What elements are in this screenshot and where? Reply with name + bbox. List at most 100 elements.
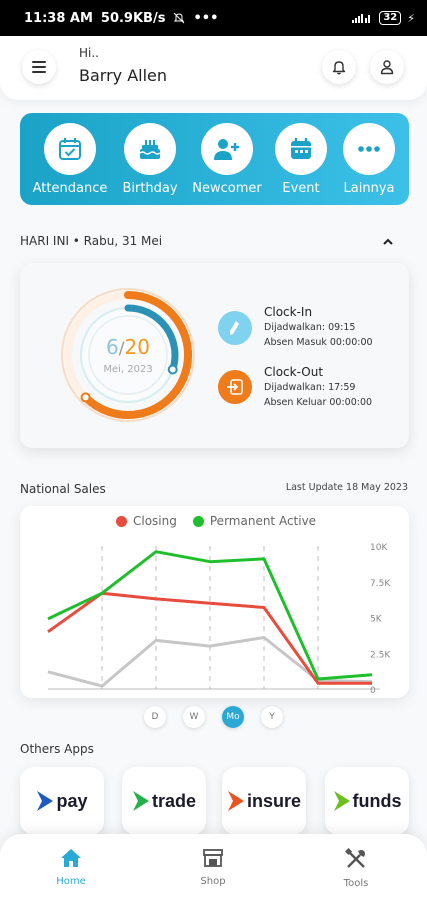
home-icon [61,849,81,867]
quick-menu-label: Birthday [122,181,178,196]
quick-menu: Attendance Birthday Newcomer Event Lainn… [20,113,409,205]
quick-menu-label: Newcomer [192,181,262,196]
trade-logo-icon [132,791,149,811]
attendance-icon-wrap [44,123,96,175]
status-speed: 50.9KB/s [100,10,166,26]
attendance-progress-arc [124,304,179,373]
pay-logo-icon [37,791,54,811]
attendance-total-arc [81,291,193,419]
attendance-month: Mei, 2023 [103,364,153,375]
profile-button[interactable] [370,50,404,84]
more-icon [358,146,380,152]
quick-menu-lainnya[interactable]: Lainnya [331,123,407,196]
status-time: 11:38 AM [24,10,93,26]
greeting-text: Hi.. [79,46,99,60]
sales-chart-card: 10K 7.5K 5K 2.5K 0 Closing Permanent Active [20,506,409,698]
quick-menu-label: Event [282,181,320,196]
nav-shop[interactable]: Shop [173,848,253,887]
y-tick-label: 10K [370,543,388,553]
app-pay[interactable]: pay [20,767,104,835]
app-insure[interactable]: insure [222,767,306,835]
range-year-button[interactable]: Y [261,706,283,728]
nav-home[interactable]: Home [31,848,111,887]
attendance-total: 20 [124,335,150,359]
signal-icon [352,14,371,23]
y-tick-label: 2.5K [370,650,391,660]
clock-out-button[interactable] [218,370,252,404]
quick-menu-birthday[interactable]: Birthday [112,123,188,196]
calendar-icon [291,138,311,159]
clock-in-icon [230,321,239,335]
range-selector: D W Mo Y [144,706,283,728]
nav-label: Shop [200,876,226,887]
tools-icon [344,847,365,868]
lainnya-icon-wrap [343,123,395,175]
chevron-up-icon[interactable] [380,234,396,250]
clock-in-title: Clock-In [264,305,313,319]
attendance-card: 6/20 Mei, 2023 Clock-In Dijadwalkan: 09:… [20,263,409,448]
legend-label: Permanent Active [209,514,317,528]
logout-icon [227,379,243,395]
charging-icon: ⚡ [407,11,415,25]
funds-logo-icon [333,791,350,811]
sales-chart: 10K 7.5K 5K 2.5K 0 [47,543,391,696]
quick-menu-event[interactable]: Event [263,123,339,196]
shop-icon [203,849,223,867]
quick-menu-label: Attendance [32,181,108,196]
bell-icon [332,61,346,75]
birthday-icon-wrap [124,123,176,175]
quick-menu-attendance[interactable]: Attendance [32,123,108,196]
clock-out-actual: Absen Keluar 00:00:00 [264,397,373,408]
event-icon-wrap [275,123,327,175]
app-name: pay [56,790,88,811]
attendance-present: 6 [106,335,119,359]
user-name: Barry Allen [79,66,168,85]
legend-dot-permanent-active [192,515,204,527]
legend-closing[interactable]: Closing [116,514,177,528]
user-icon [380,60,394,75]
legend-label: Closing [133,514,177,528]
insure-logo-icon [227,791,244,811]
clock-in-scheduled: Dijadwalkan: 09:15 [264,322,356,333]
app-funds[interactable]: funds [325,767,409,835]
nav-label: Tools [343,878,369,889]
clock-in-button[interactable] [218,311,252,345]
app-trade[interactable]: trade [122,767,206,835]
app-name: trade [151,790,196,811]
app-name: funds [352,790,402,811]
bottom-navigation: Home Shop Tools [0,834,427,900]
quick-menu-label: Lainnya [343,181,395,196]
legend-permanent-active[interactable]: Permanent Active [192,514,317,528]
add-user-icon [214,139,239,160]
y-tick-label: 7.5K [370,579,391,589]
others-apps-title: Others Apps [20,742,94,756]
series-line-permanent-active [47,550,373,681]
range-month-button[interactable]: Mo [222,706,244,728]
clock-out-title: Clock-Out [264,365,324,379]
clock-out-scheduled: Dijadwalkan: 17:59 [264,382,356,393]
app-header: Hi.. Barry Allen [0,36,427,100]
range-day-button[interactable]: D [144,706,166,728]
nav-tools[interactable]: Tools [316,847,396,889]
hamburger-icon [32,61,46,73]
more-dots-icon: ••• [193,10,219,26]
range-week-button[interactable]: W [183,706,205,728]
quick-menu-newcomer[interactable]: Newcomer [189,123,265,196]
app-name: insure [246,790,302,811]
nav-label: Home [56,876,86,887]
y-tick-label: 0 [370,686,376,696]
cake-icon [139,140,161,159]
today-label: HARI INI • Rabu, 31 Mei [20,234,163,248]
newcomer-icon-wrap [201,123,253,175]
status-bar: 11:38 AM 50.9KB/s ••• 32 ⚡ [0,0,427,36]
calendar-check-icon [59,138,81,160]
battery-icon: 32 [379,11,402,25]
legend-dot-closing [116,515,127,527]
silent-icon [174,12,185,24]
notification-button[interactable] [322,50,356,84]
menu-button[interactable] [22,50,56,84]
progress-knob [167,364,178,375]
sales-last-update: Last Update 18 May 2023 [285,482,408,493]
total-knob [80,392,91,403]
attendance-separator: / [118,339,125,359]
